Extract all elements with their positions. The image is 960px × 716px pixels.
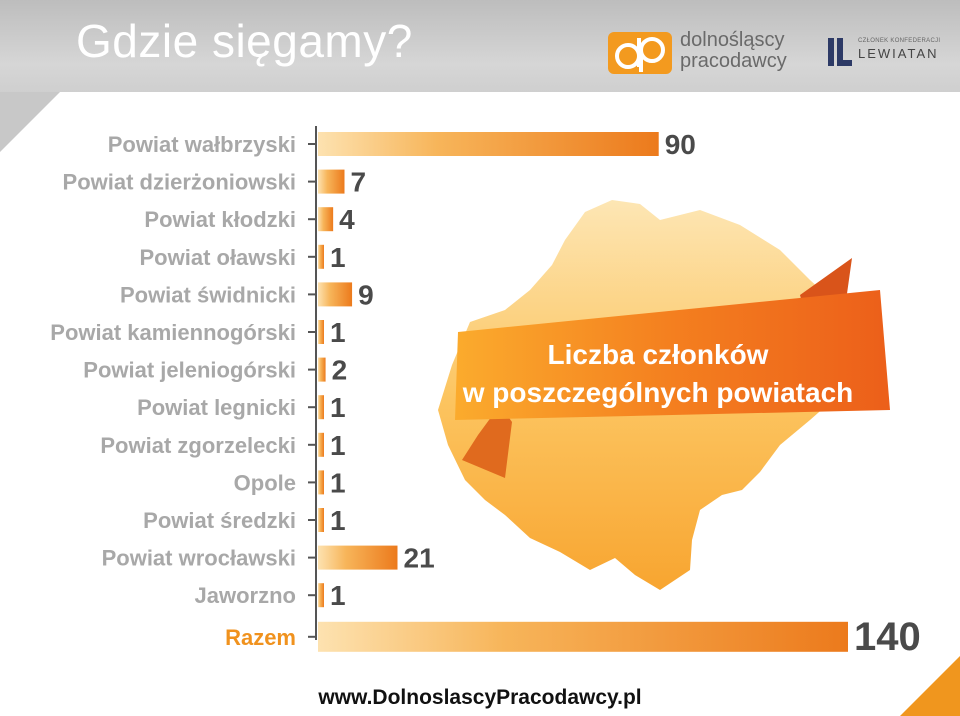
- data-label: 1: [330, 467, 346, 498]
- data-label: 2: [332, 355, 348, 386]
- bar: [318, 583, 324, 608]
- category-label: Powiat wrocławski: [102, 546, 296, 571]
- data-label: 140: [854, 615, 921, 659]
- logo-text: dolnośląscy pracodawcy: [680, 30, 787, 72]
- data-label: 90: [665, 129, 696, 160]
- data-label: 1: [330, 580, 346, 611]
- category-label: Razem: [225, 625, 296, 650]
- data-label: 1: [330, 505, 346, 536]
- data-label: 1: [330, 242, 346, 273]
- bar: [318, 169, 345, 194]
- bar: [318, 432, 324, 457]
- category-label: Jaworzno: [195, 583, 296, 608]
- category-label: Powiat średzki: [143, 508, 296, 533]
- logo-line-1: dolnośląscy: [680, 29, 785, 51]
- footer-url[interactable]: www.DolnoslascyPracodawcy.pl: [318, 686, 642, 709]
- category-label: Powiat dzierżoniowski: [63, 170, 296, 195]
- members-chart: Liczba członków w poszczególnych powiata…: [50, 126, 921, 659]
- banner-fold-left: [462, 405, 512, 478]
- bar: [318, 470, 324, 495]
- category-label: Powiat jeleniogórski: [83, 358, 296, 383]
- bar: [318, 508, 324, 532]
- category-label: Opole: [234, 470, 296, 495]
- bar: [318, 207, 334, 232]
- data-label: 1: [330, 317, 346, 348]
- corner-decoration-top-left: [0, 92, 60, 152]
- chart-title-line-2: w poszczególnych powiatach: [462, 377, 854, 408]
- data-label: 1: [330, 392, 346, 423]
- category-label: Powiat oławski: [140, 245, 297, 270]
- banner-main: [455, 290, 890, 420]
- header-bar: Gdzie sięgamy? dolnośląscy pracodawcy CZ…: [0, 0, 960, 92]
- category-label: Powiat wałbrzyski: [108, 132, 296, 157]
- logo-line-2: pracodawcy: [680, 50, 787, 72]
- category-label: Powiat kłodzki: [144, 207, 296, 232]
- corner-decoration-bottom-right: [900, 656, 960, 716]
- chart-title-line-1: Liczba członków: [548, 339, 769, 370]
- data-label: 4: [339, 204, 355, 235]
- bar: [318, 395, 324, 420]
- data-label: 1: [330, 430, 346, 461]
- category-label: Powiat kamiennogórski: [50, 320, 296, 345]
- data-label: 9: [358, 279, 374, 310]
- bar: [318, 132, 659, 156]
- title-banner: Liczba członków w poszczególnych powiata…: [455, 258, 890, 478]
- page-title: Gdzie sięgamy?: [76, 15, 413, 67]
- bar: [318, 621, 848, 652]
- bar: [318, 357, 326, 382]
- category-label: Powiat świdnicki: [120, 282, 296, 307]
- category-label: Powiat zgorzelecki: [100, 433, 296, 458]
- dp-logo-icon: [608, 32, 672, 74]
- bar: [318, 320, 324, 344]
- bar: [318, 282, 353, 307]
- bar: [318, 244, 324, 269]
- lewiatan-logo-icon: [828, 38, 852, 66]
- lewiatan-name: LEWIATAN: [858, 46, 939, 61]
- data-label: 7: [351, 167, 367, 198]
- lewiatan-small-text: CZŁONEK KONFEDERACJI: [858, 38, 941, 44]
- data-label: 21: [404, 543, 435, 574]
- chart-bars: Powiat wałbrzyski 90 Powiat dzierżoniowski…: [50, 129, 920, 659]
- category-label: Powiat legnicki: [137, 395, 296, 420]
- bar: [318, 545, 398, 570]
